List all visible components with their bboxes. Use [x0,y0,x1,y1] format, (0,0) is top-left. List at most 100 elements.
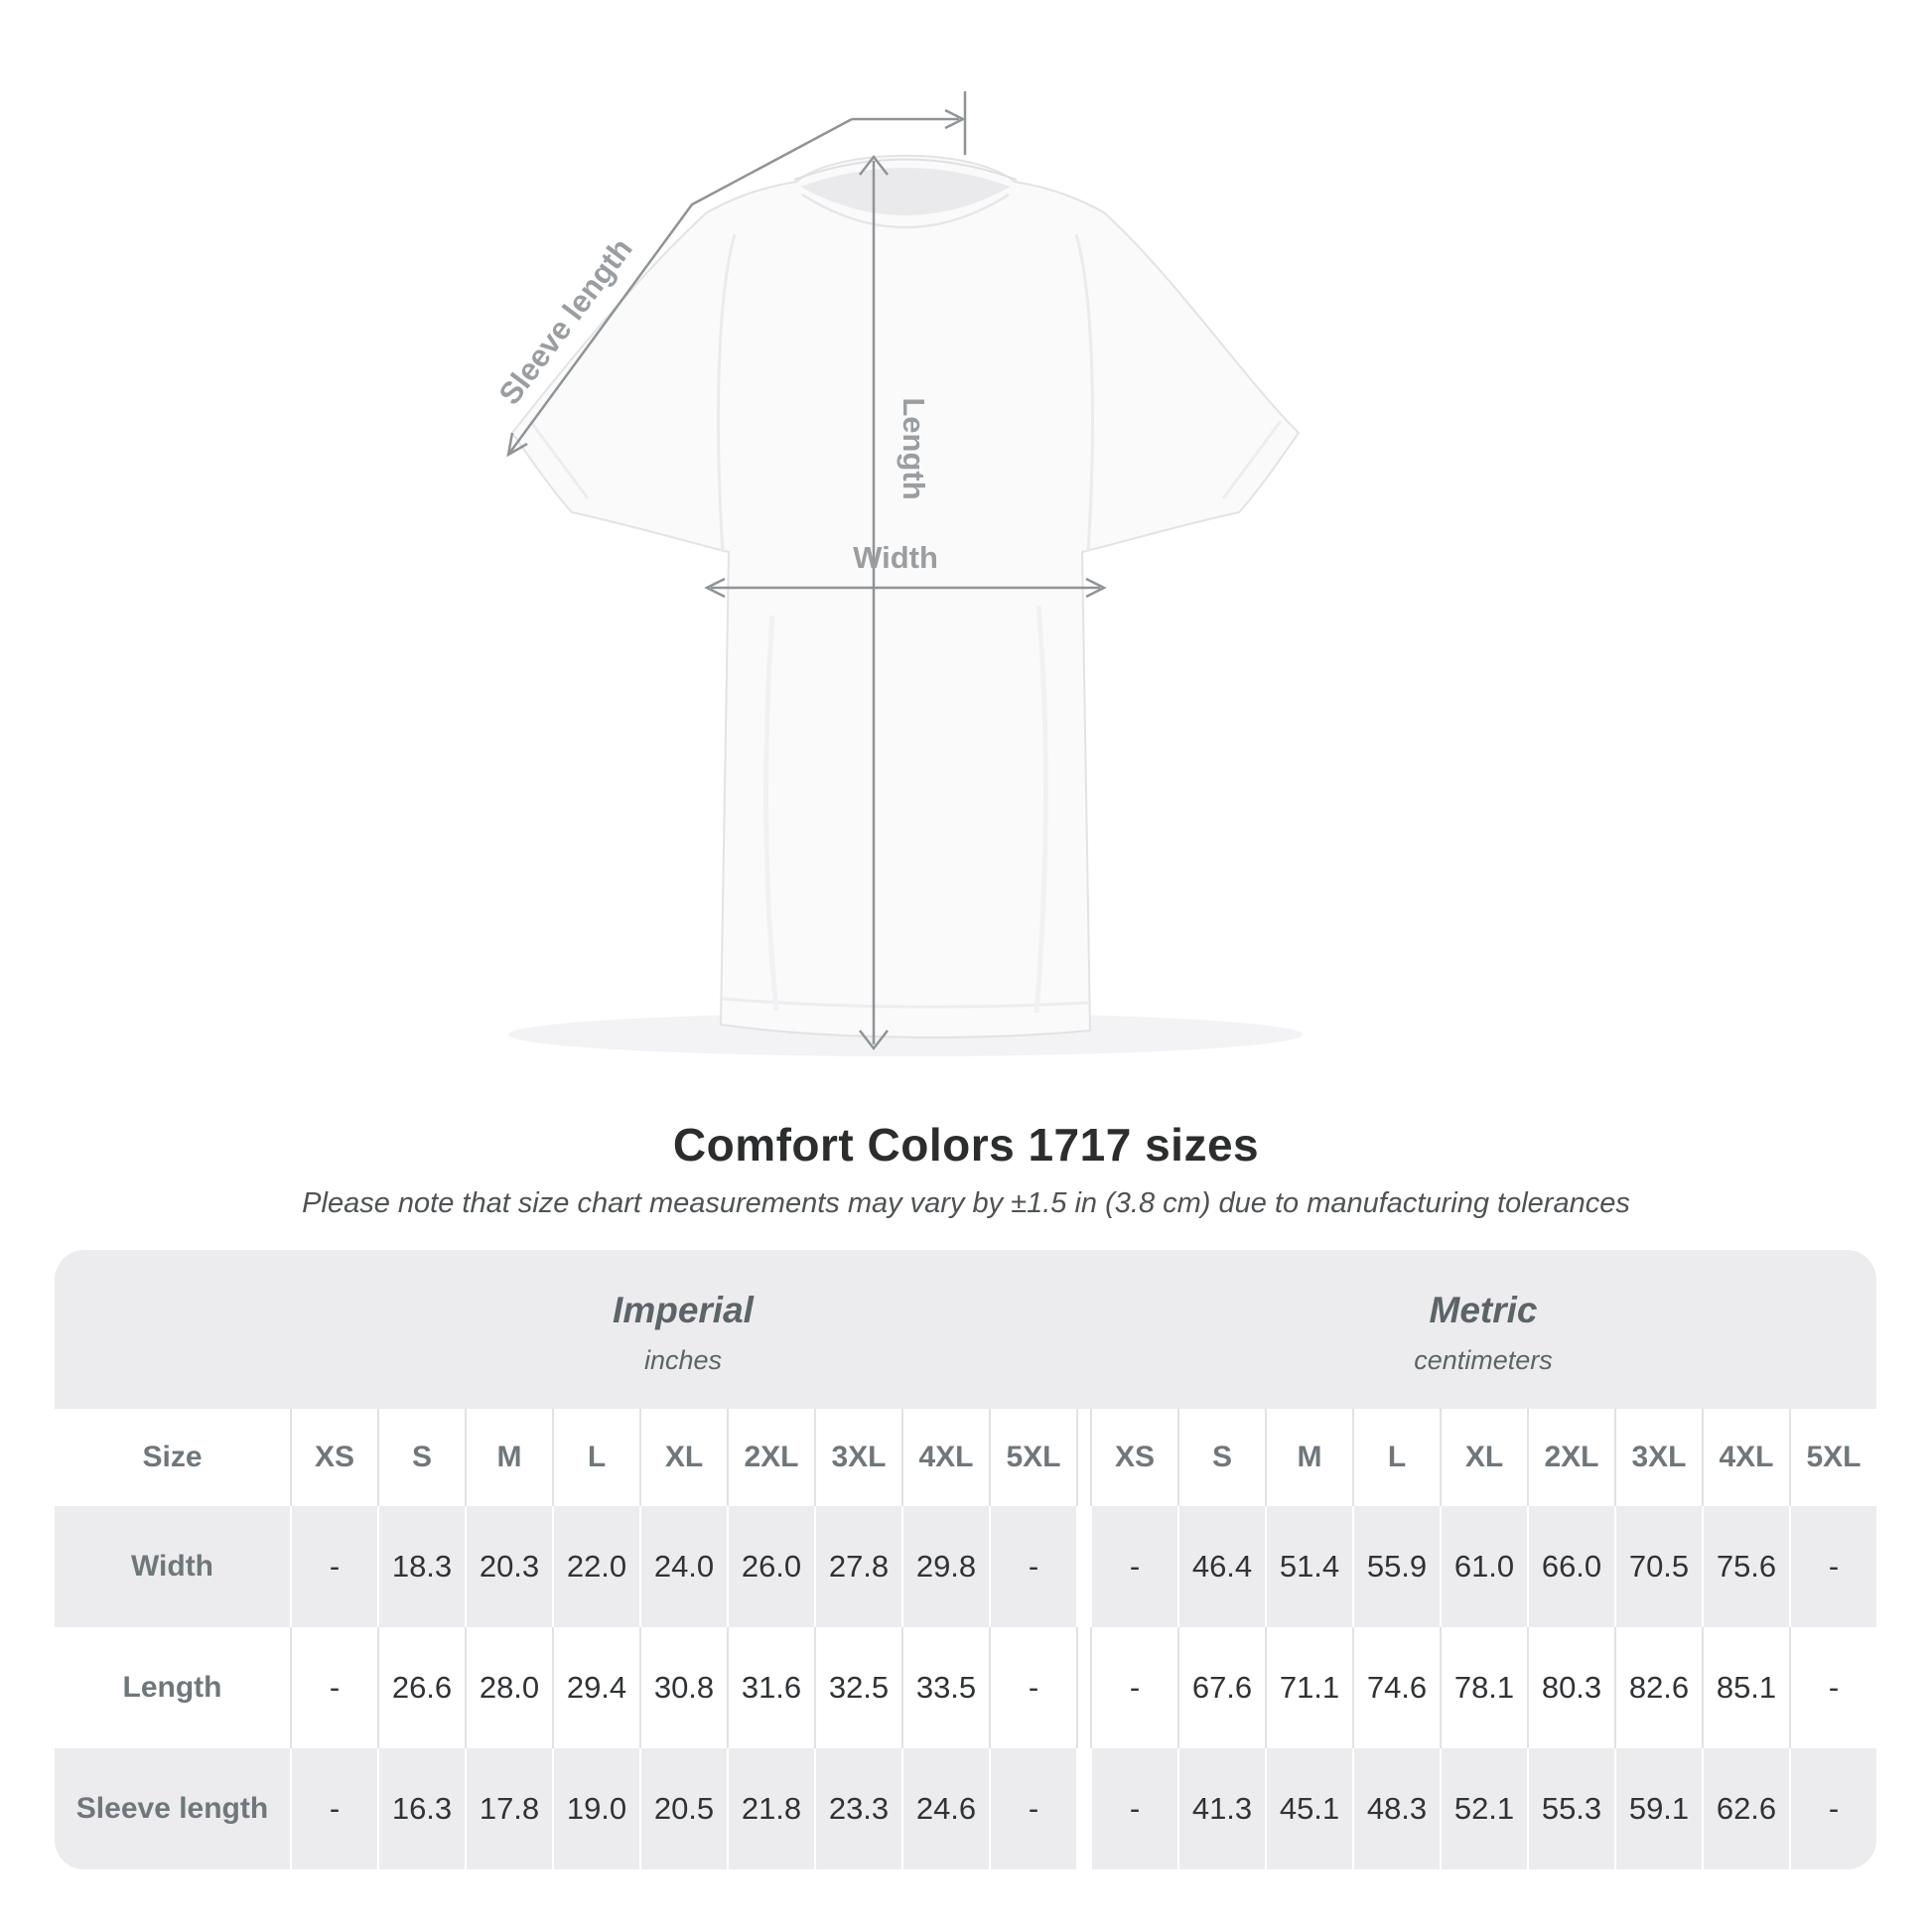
length-label: Length [897,397,931,499]
value-cell-metric: 78.1 [1440,1627,1527,1748]
length-arrowhead-bottom [859,1030,889,1051]
size-table-card: Imperial inches Metric centimeters Size … [55,1250,1876,1869]
value-cell-imperial: 17.8 [465,1748,552,1869]
group-divider [1076,1506,1090,1627]
column-header-metric-l: L [1352,1409,1440,1506]
value-cell-metric: - [1789,1506,1876,1627]
value-cell-imperial: 33.5 [901,1627,989,1748]
group-metric: Metric centimeters [1090,1250,1876,1409]
width-label: Width [853,540,938,575]
value-cell-metric: 51.4 [1265,1506,1352,1627]
value-cell-metric: 70.5 [1614,1506,1702,1627]
value-cell-metric: 55.3 [1527,1748,1614,1869]
row-label: Width [130,1550,214,1583]
value-cell-metric: 85.1 [1702,1627,1789,1748]
tshirt-body [510,154,1301,1038]
right-cuff-seam [1221,420,1283,499]
width-arrowhead-right [1085,577,1107,599]
value-cell-metric: 66.0 [1527,1506,1614,1627]
title-block: Comfort Colors 1717 sizes Please note th… [0,1118,1932,1220]
unit-group-row: Imperial inches Metric centimeters [55,1250,1876,1409]
column-header-metric-4xl: 4XL [1702,1409,1789,1506]
column-header-imperial-4xl: 4XL [901,1409,989,1506]
value-cell-imperial: 21.8 [727,1748,814,1869]
left-cuff-seam [528,420,590,499]
tshirt-collar-outer-seam [793,158,1018,181]
value-cell-imperial: 20.3 [465,1506,552,1627]
table-row-sleeve-length: Sleeve length -16.3 17.8 19.0 20.5 21.8 23.3 24… [55,1748,1876,1869]
value-cell-metric: 55.9 [1352,1506,1440,1627]
value-cell-metric: - [1090,1748,1177,1869]
value-cell-imperial: 26.6 [377,1627,465,1748]
value-cell-imperial: 29.4 [552,1627,639,1748]
hem-seam [722,997,1089,1009]
value-cell-metric: 46.4 [1177,1506,1265,1627]
value-cell-metric: - [1090,1627,1177,1748]
group-divider [1076,1627,1090,1748]
column-header-imperial-l: L [552,1409,639,1506]
group-metric-title: Metric [1429,1289,1538,1330]
right-sleeve-seam [1074,233,1094,553]
value-cell-metric: 61.0 [1440,1506,1527,1627]
tshirt-collar-opening [800,168,1011,215]
column-header-metric-2xl: 2XL [1527,1409,1614,1506]
value-cell-imperial: - [989,1627,1076,1748]
column-header-imperial-2xl: 2XL [727,1409,814,1506]
value-cell-metric: 62.6 [1702,1748,1789,1869]
column-header-imperial-3xl: 3XL [814,1409,901,1506]
shoulder-arrowhead [944,108,966,130]
value-cell-imperial: - [290,1506,377,1627]
value-cell-imperial: 26.0 [727,1506,814,1627]
value-cell-metric: 45.1 [1265,1748,1352,1869]
fabric-fold-left [763,615,779,1012]
value-cell-imperial: - [290,1748,377,1869]
measurement-lines [506,91,1107,1051]
value-cell-imperial: 27.8 [814,1506,901,1627]
value-cell-imperial: 24.6 [901,1748,989,1869]
group-imperial-unit: inches [643,1344,723,1375]
fabric-fold-right [1034,605,1048,1014]
length-arrowhead-top [859,154,889,176]
group-divider [1076,1748,1090,1869]
left-sleeve-seam [717,233,737,553]
size-header-cell: Size [142,1441,203,1473]
value-cell-imperial: 23.3 [814,1748,901,1869]
table-row-length: Length -26.6 28.0 29.4 30.8 31.6 32.5 33.5- -67.… [55,1627,1876,1748]
value-cell-imperial: 19.0 [552,1748,639,1869]
value-cell-metric: 71.1 [1265,1627,1352,1748]
value-cell-imperial: 28.0 [465,1627,552,1748]
tshirt-collar-band-seam [801,193,1010,229]
column-header-metric-xs: XS [1090,1409,1177,1506]
row-label: Sleeve length [75,1792,269,1825]
tshirt-diagram-svg: Sleeve length Length Width [491,91,1303,1056]
sleeve-length-line [506,117,853,456]
group-imperial: Imperial inches [290,1250,1076,1409]
value-cell-metric: 52.1 [1440,1748,1527,1869]
width-arrowhead-left [704,577,726,599]
table-body: Width -18.3 20.3 22.0 24.0 26.0 27.8 29.8- -46.4… [55,1506,1876,1869]
value-cell-metric: 67.6 [1177,1627,1265,1748]
value-cell-imperial: - [989,1748,1076,1869]
group-metric-unit: centimeters [1414,1344,1553,1375]
column-header-imperial-xl: XL [639,1409,727,1506]
column-header-metric-5xl: 5XL [1789,1409,1876,1506]
value-cell-imperial: 20.5 [639,1748,727,1869]
column-header-imperial-s: S [377,1409,465,1506]
table-header-row: Size XS S M L XL 2XL 3XL 4XL 5XL XS S M L XL 2XL 3XL 4XL… [55,1409,1876,1506]
value-cell-imperial: 30.8 [639,1627,727,1748]
value-cell-metric: 74.6 [1352,1627,1440,1748]
value-cell-imperial: 18.3 [377,1506,465,1627]
value-cell-imperial: 32.5 [814,1627,901,1748]
value-cell-metric: 48.3 [1352,1748,1440,1869]
value-cell-imperial: 16.3 [377,1748,465,1869]
row-label: Length [122,1671,222,1704]
value-cell-imperial: 24.0 [639,1506,727,1627]
table-row-width: Width -18.3 20.3 22.0 24.0 26.0 27.8 29.8- -46.4… [55,1506,1876,1627]
value-cell-metric: 75.6 [1702,1506,1789,1627]
value-cell-imperial: 29.8 [901,1506,989,1627]
group-imperial-title: Imperial [613,1289,754,1330]
tolerance-note: Please note that size chart measurements… [302,1187,1630,1219]
group-divider [1076,1409,1090,1506]
column-header-metric-xl: XL [1440,1409,1527,1506]
column-header-metric-s: S [1177,1409,1265,1506]
